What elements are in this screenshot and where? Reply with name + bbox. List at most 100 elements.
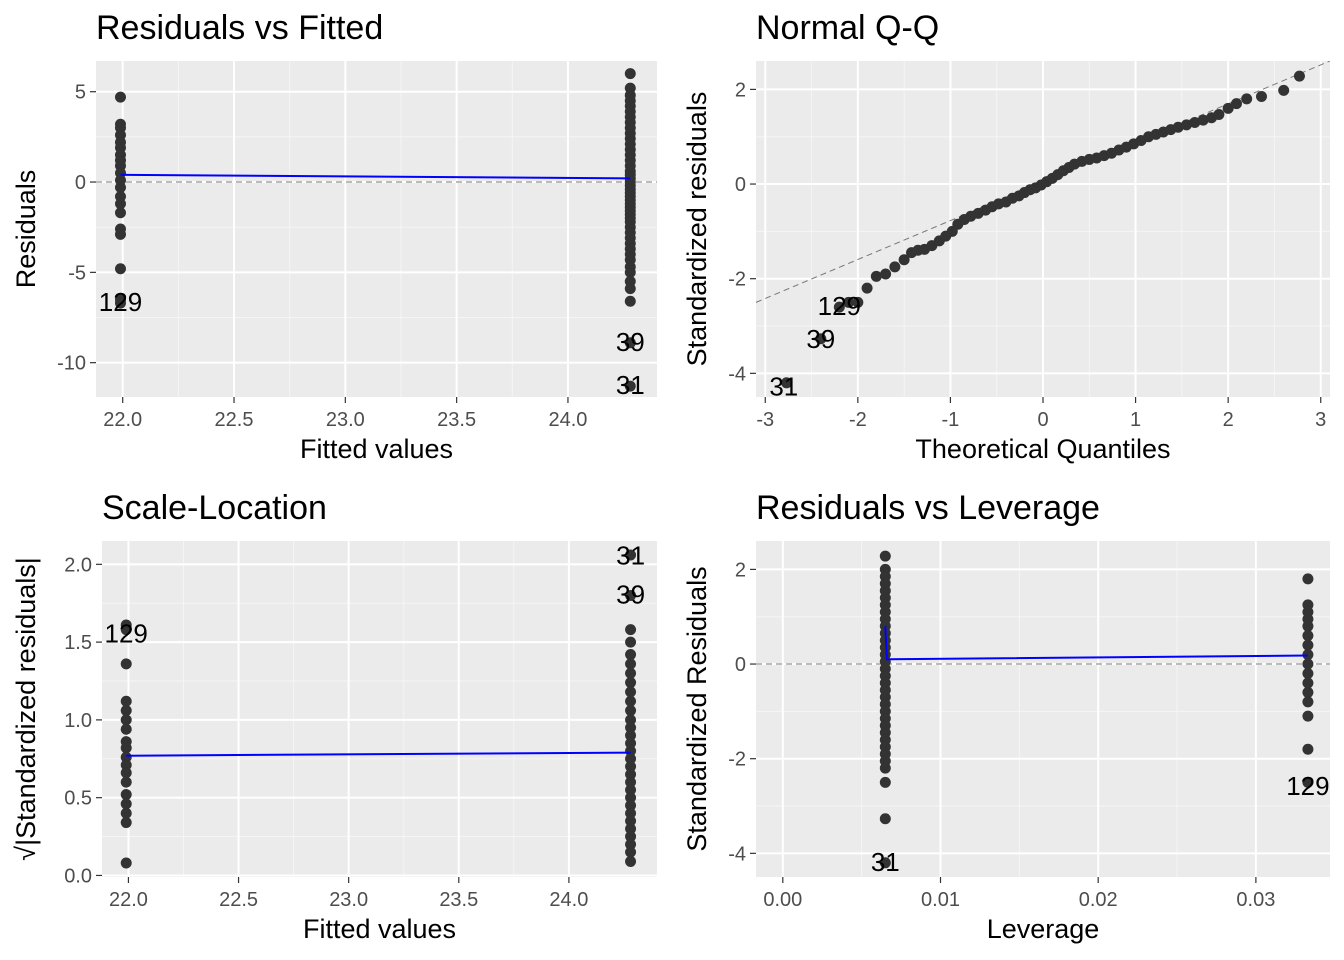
data-point [625, 761, 637, 773]
data-point [624, 266, 636, 278]
data-point [833, 301, 845, 313]
data-point [879, 813, 891, 825]
data-point [1172, 121, 1184, 133]
y-tick-label: 2 [735, 79, 746, 101]
data-point [120, 857, 132, 869]
data-point [120, 742, 132, 754]
data-point [1302, 658, 1314, 670]
data-point [624, 68, 636, 80]
data-point [120, 705, 132, 717]
point-label: 31 [769, 372, 798, 402]
point-label: 129 [1286, 771, 1329, 801]
data-point [625, 784, 637, 796]
data-point [624, 337, 636, 349]
panel-title: Residuals vs Leverage [756, 489, 1100, 527]
panel-title: Residuals vs Fitted [96, 9, 383, 47]
data-point [120, 751, 132, 763]
data-point [624, 283, 636, 295]
y-axis-label: Standardized Residuals [682, 566, 712, 851]
x-tick-label: 23.0 [326, 409, 365, 431]
x-tick-label: 0.03 [1236, 889, 1275, 911]
data-point [120, 695, 132, 707]
point-label: 129 [818, 291, 861, 321]
smooth-line [120, 173, 631, 180]
x-tick-label: -1 [942, 409, 960, 431]
plot-background [102, 541, 657, 877]
x-tick-label: 0 [1037, 409, 1048, 431]
y-tick-label: 0 [75, 172, 86, 194]
data-point [1255, 90, 1267, 102]
x-axis-label: Theoretical Quantiles [915, 434, 1170, 464]
data-point [879, 776, 891, 788]
x-axis-label: Leverage [987, 914, 1100, 944]
y-tick-label: 1.5 [64, 632, 92, 654]
x-axis-label: Fitted values [303, 914, 456, 944]
y-tick-label: 0.5 [64, 788, 92, 810]
data-point [114, 181, 126, 193]
data-point [1302, 776, 1314, 788]
data-point [625, 776, 637, 788]
data-point [625, 714, 637, 726]
y-axis-label: Residuals [11, 170, 41, 289]
data-point [843, 296, 855, 308]
data-point [114, 228, 126, 240]
data-point [624, 295, 636, 307]
data-point [625, 729, 637, 741]
y-tick-label: 0 [735, 654, 746, 676]
x-tick-label: 0.00 [763, 889, 802, 911]
data-point [625, 722, 637, 734]
data-point [1302, 620, 1314, 632]
x-tick-label: 23.5 [439, 889, 478, 911]
data-point [114, 297, 126, 309]
x-tick-label: -2 [849, 409, 867, 431]
data-point [1302, 686, 1314, 698]
data-point [120, 817, 132, 829]
data-point [625, 737, 637, 749]
y-tick-label: 0 [735, 174, 746, 196]
data-point [120, 624, 132, 636]
data-point [625, 695, 637, 707]
data-point [625, 677, 637, 689]
x-tick-label: 2 [1223, 409, 1234, 431]
data-point [879, 762, 891, 774]
data-point [114, 198, 126, 210]
y-tick-label: 5 [75, 82, 86, 104]
data-point [625, 823, 637, 835]
point-label: 31 [616, 370, 645, 400]
data-point [625, 799, 637, 811]
smooth-line [126, 751, 631, 757]
data-point [625, 846, 637, 858]
data-point [1230, 98, 1242, 110]
data-point [120, 714, 132, 726]
x-tick-label: 3 [1315, 409, 1326, 431]
data-point [120, 658, 132, 670]
data-point [898, 254, 910, 266]
data-point [120, 789, 132, 801]
panel-title: Normal Q-Q [756, 9, 939, 47]
data-point [1293, 70, 1305, 82]
data-point [625, 792, 637, 804]
x-tick-label: 24.0 [548, 409, 587, 431]
data-point [889, 261, 901, 273]
x-tick-label: 22.0 [109, 889, 148, 911]
y-tick-label: -5 [68, 262, 86, 284]
data-point [1302, 573, 1314, 585]
data-point [1302, 696, 1314, 708]
y-tick-label: -2 [728, 749, 746, 771]
y-tick-label: 2 [735, 559, 746, 581]
x-tick-label: 1 [1130, 409, 1141, 431]
x-tick-label: 22.5 [219, 889, 258, 911]
y-tick-label: -4 [728, 363, 746, 385]
data-point [120, 759, 132, 771]
data-point [1302, 668, 1314, 680]
point-label: 31 [616, 541, 645, 571]
point-label: 39 [616, 327, 645, 357]
data-point [1189, 117, 1201, 129]
x-tick-label: 23.5 [437, 409, 476, 431]
data-point [880, 268, 892, 280]
plot-layer [96, 68, 657, 392]
plot-background [96, 61, 657, 397]
data-point [625, 636, 637, 648]
y-tick-label: -10 [57, 353, 86, 375]
data-point [1302, 649, 1314, 661]
